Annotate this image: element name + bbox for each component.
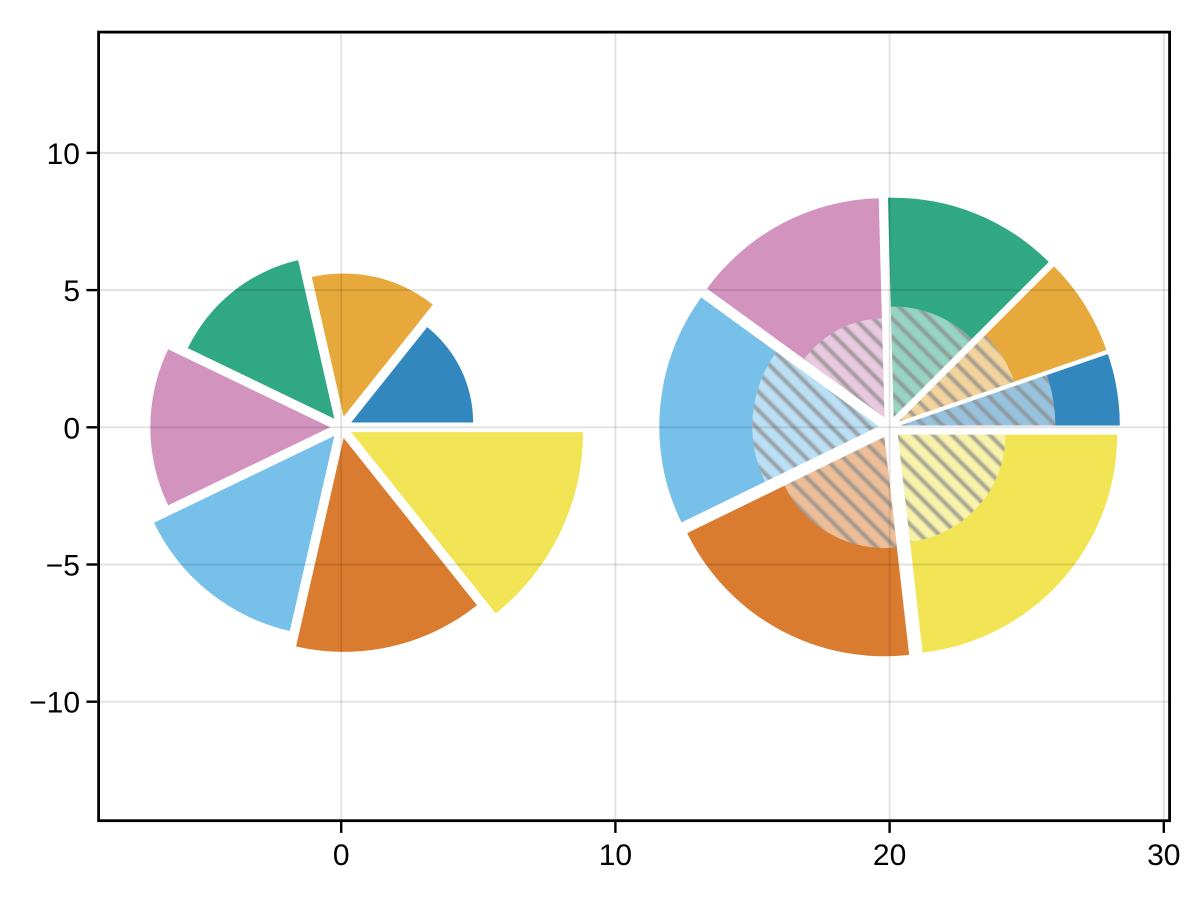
svg-text:−5: −5	[46, 550, 80, 583]
svg-text:−10: −10	[29, 687, 80, 720]
svg-text:20: 20	[873, 839, 906, 872]
svg-text:5: 5	[63, 275, 80, 308]
svg-text:0: 0	[63, 412, 80, 445]
svg-text:10: 10	[599, 839, 632, 872]
svg-text:10: 10	[47, 138, 80, 171]
svg-text:30: 30	[1147, 839, 1180, 872]
svg-text:0: 0	[333, 839, 350, 872]
